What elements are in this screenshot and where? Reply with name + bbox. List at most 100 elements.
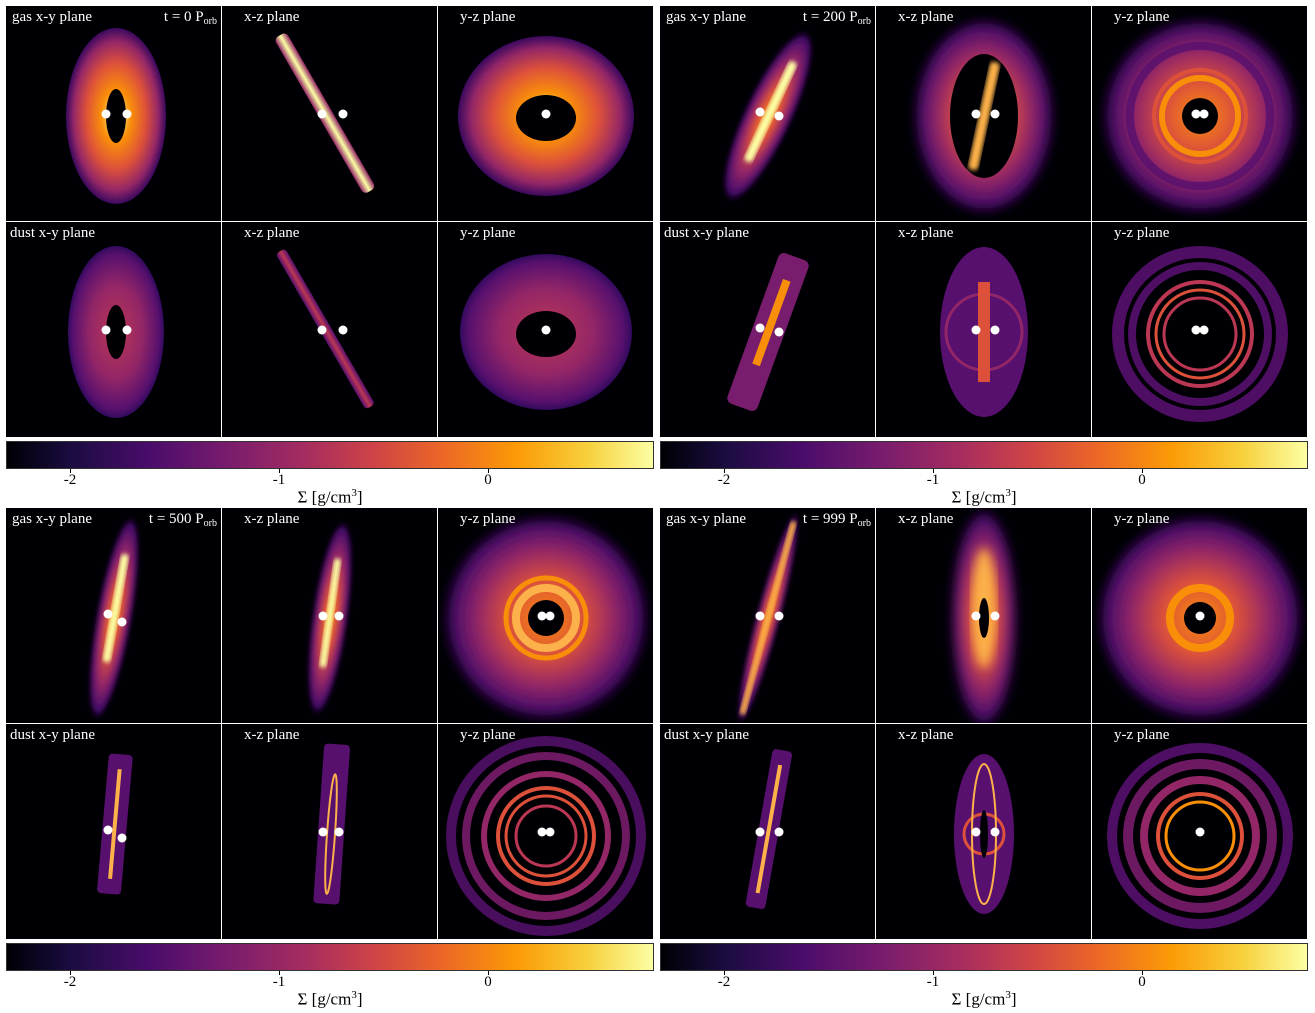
label-xz: x-z plane [244, 9, 300, 25]
star-marker [103, 825, 113, 835]
star-marker [117, 617, 127, 627]
star-marker [545, 611, 555, 621]
label-dust-xy: dust x-y plane [10, 225, 95, 241]
star-marker [318, 611, 328, 621]
star-marker [990, 611, 1000, 621]
panel-gas-xy [660, 6, 875, 221]
time-value: t = 999 P [802, 511, 858, 527]
colorbar-tick [488, 469, 489, 473]
panel-dust-xz [876, 724, 1091, 939]
colorbar-tick [279, 469, 280, 473]
colorbar-tick-label: 0 [484, 472, 492, 488]
star-marker [971, 325, 981, 335]
panel-gas-yz [1092, 6, 1307, 221]
star-marker [318, 827, 328, 837]
time-label: t = 200 Porb [803, 9, 871, 27]
star-marker [122, 325, 132, 335]
star-marker [545, 827, 555, 837]
colorbar-tick [933, 469, 934, 473]
time-label: t = 999 Porb [803, 511, 871, 529]
panel-grid [6, 6, 654, 438]
star-marker [1199, 109, 1209, 119]
star-marker [755, 827, 765, 837]
colorbar-tick [1142, 469, 1143, 473]
snapshot-block-t999: gas x-y plane t = 999 Porb x-z plane y-z… [660, 508, 1308, 1010]
colorbar-tick-label: -2 [717, 974, 731, 990]
panel-gas-xy [6, 508, 221, 723]
panel-gas-yz [1092, 508, 1307, 723]
colorbar-tick-label: -1 [272, 974, 286, 990]
colorbar-label: Σ [g/cm3] [298, 989, 363, 1010]
label-xz: x-z plane [244, 225, 300, 241]
label-yz: y-z plane [1114, 511, 1170, 527]
colorbar-tick [724, 469, 725, 473]
colorbar-tick-label: -1 [272, 472, 286, 488]
star-marker [755, 107, 765, 117]
star-marker [103, 609, 113, 619]
colorbar-label-text: Σ [g/cm [951, 487, 1006, 507]
label-xz: x-z plane [898, 511, 954, 527]
colorbar-label: Σ [g/cm3] [298, 487, 363, 508]
label-xz: x-z plane [244, 511, 300, 527]
label-xz: x-z plane [898, 727, 954, 743]
colorbar-label-sup: 3 [351, 487, 357, 499]
label-dust-xy: dust x-y plane [664, 727, 749, 743]
star-marker [541, 109, 551, 119]
time-subscript: orb [857, 16, 871, 27]
colorbar-label: Σ [g/cm3] [952, 989, 1017, 1010]
colorbar [660, 441, 1308, 469]
colorbar-tick [279, 971, 280, 975]
colorbar-tick-label: -1 [926, 974, 940, 990]
label-yz: y-z plane [460, 511, 516, 527]
panel-dust-xz [222, 222, 437, 437]
panel-dust-xy [6, 724, 221, 939]
panel-gas-yz [438, 508, 653, 723]
colorbar-tick-label: 0 [484, 974, 492, 990]
star-marker [1199, 325, 1209, 335]
label-yz: y-z plane [460, 225, 516, 241]
colorbar-tick [1142, 971, 1143, 975]
colorbar-label-end: ] [356, 989, 363, 1009]
colorbar-label-end: ] [1010, 989, 1017, 1009]
panel-dust-xy [660, 222, 875, 437]
colorbar-tick [724, 971, 725, 975]
label-xz: x-z plane [898, 225, 954, 241]
star-marker [990, 325, 1000, 335]
label-yz: y-z plane [1114, 727, 1170, 743]
star-marker [755, 611, 765, 621]
colorbar-tick-label: 0 [1138, 472, 1146, 488]
colorbar-label-sup: 3 [1005, 989, 1011, 1001]
panel-dust-yz [438, 724, 653, 939]
colorbar-tick [933, 971, 934, 975]
panel-gas-xz [222, 6, 437, 221]
panel-dust-xy [660, 724, 875, 939]
star-marker [990, 827, 1000, 837]
label-dust-xy: dust x-y plane [664, 225, 749, 241]
star-marker [334, 827, 344, 837]
colorbar [660, 943, 1308, 971]
time-value: t = 200 P [802, 9, 858, 25]
colorbar-tick-label: -2 [717, 472, 731, 488]
panel-grid [660, 508, 1308, 940]
star-marker [117, 833, 127, 843]
star-marker [537, 827, 547, 837]
star-marker [774, 827, 784, 837]
label-gas-xy: gas x-y plane [666, 9, 746, 25]
panel-gas-xy [660, 508, 875, 723]
colorbar-label-end: ] [356, 487, 363, 507]
colorbar-tick-label: -2 [63, 472, 77, 488]
label-yz: y-z plane [1114, 225, 1170, 241]
star-marker [317, 325, 327, 335]
snapshot-block-t500: gas x-y plane t = 500 Porb x-z plane y-z… [6, 508, 654, 1010]
label-dust-xy: dust x-y plane [10, 727, 95, 743]
time-value: t = 0 P [163, 9, 204, 25]
time-label: t = 500 Porb [149, 511, 217, 529]
colorbar-label-text: Σ [g/cm [297, 487, 352, 507]
colorbar-label: Σ [g/cm3] [952, 487, 1017, 508]
panel-gas-xz [876, 508, 1091, 723]
label-gas-xy: gas x-y plane [12, 9, 92, 25]
star-marker [1191, 325, 1201, 335]
label-gas-xy: gas x-y plane [666, 511, 746, 527]
star-marker [101, 109, 111, 119]
colorbar-tick-label: -2 [63, 974, 77, 990]
